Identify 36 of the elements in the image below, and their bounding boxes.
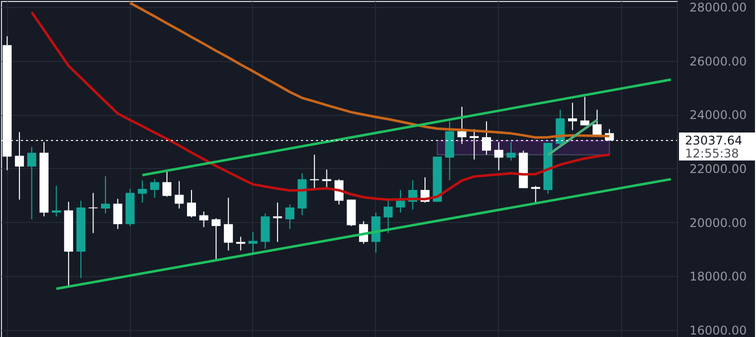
- candlestick: [52, 185, 61, 217]
- candlestick: [187, 189, 196, 218]
- candlestick: [248, 231, 258, 254]
- y-tick-label: 16000.00: [690, 323, 747, 337]
- candlestick: [27, 146, 36, 220]
- y-tick-label: 26000.00: [690, 54, 747, 68]
- candlestick: [113, 198, 122, 230]
- candlestick: [100, 176, 110, 214]
- candlestick: [506, 142, 516, 162]
- candlestick: [310, 154, 319, 190]
- candlestick: [396, 189, 405, 214]
- candlestick: [199, 210, 208, 228]
- candlestick: [162, 170, 172, 198]
- y-tick-label: 22000.00: [690, 162, 747, 176]
- candlestick: [592, 109, 602, 136]
- candlestick: [224, 197, 233, 252]
- y-tick-label: 18000.00: [690, 270, 747, 284]
- y-tick-label: 20000.00: [690, 216, 747, 230]
- y-tick-label: 28000.00: [690, 0, 747, 14]
- y-tick-label: 24000.00: [690, 108, 747, 122]
- candlestick: [568, 102, 578, 131]
- candlestick: [531, 185, 540, 204]
- candlestick: [384, 199, 393, 234]
- candlestick: [322, 169, 332, 188]
- ref-line-label: 23037.64: [685, 133, 742, 148]
- candlestick: [150, 178, 160, 198]
- candlestick: [580, 96, 590, 126]
- candlestick: [212, 218, 221, 260]
- candlestick: [174, 180, 184, 210]
- candlestick: [285, 204, 294, 230]
- text: 12:55:38: [685, 146, 739, 160]
- line-series: [30, 11, 611, 201]
- candlestick: [236, 236, 246, 252]
- candlestick: [88, 192, 98, 234]
- candlestick: [494, 142, 504, 171]
- candlestick: [138, 180, 147, 204]
